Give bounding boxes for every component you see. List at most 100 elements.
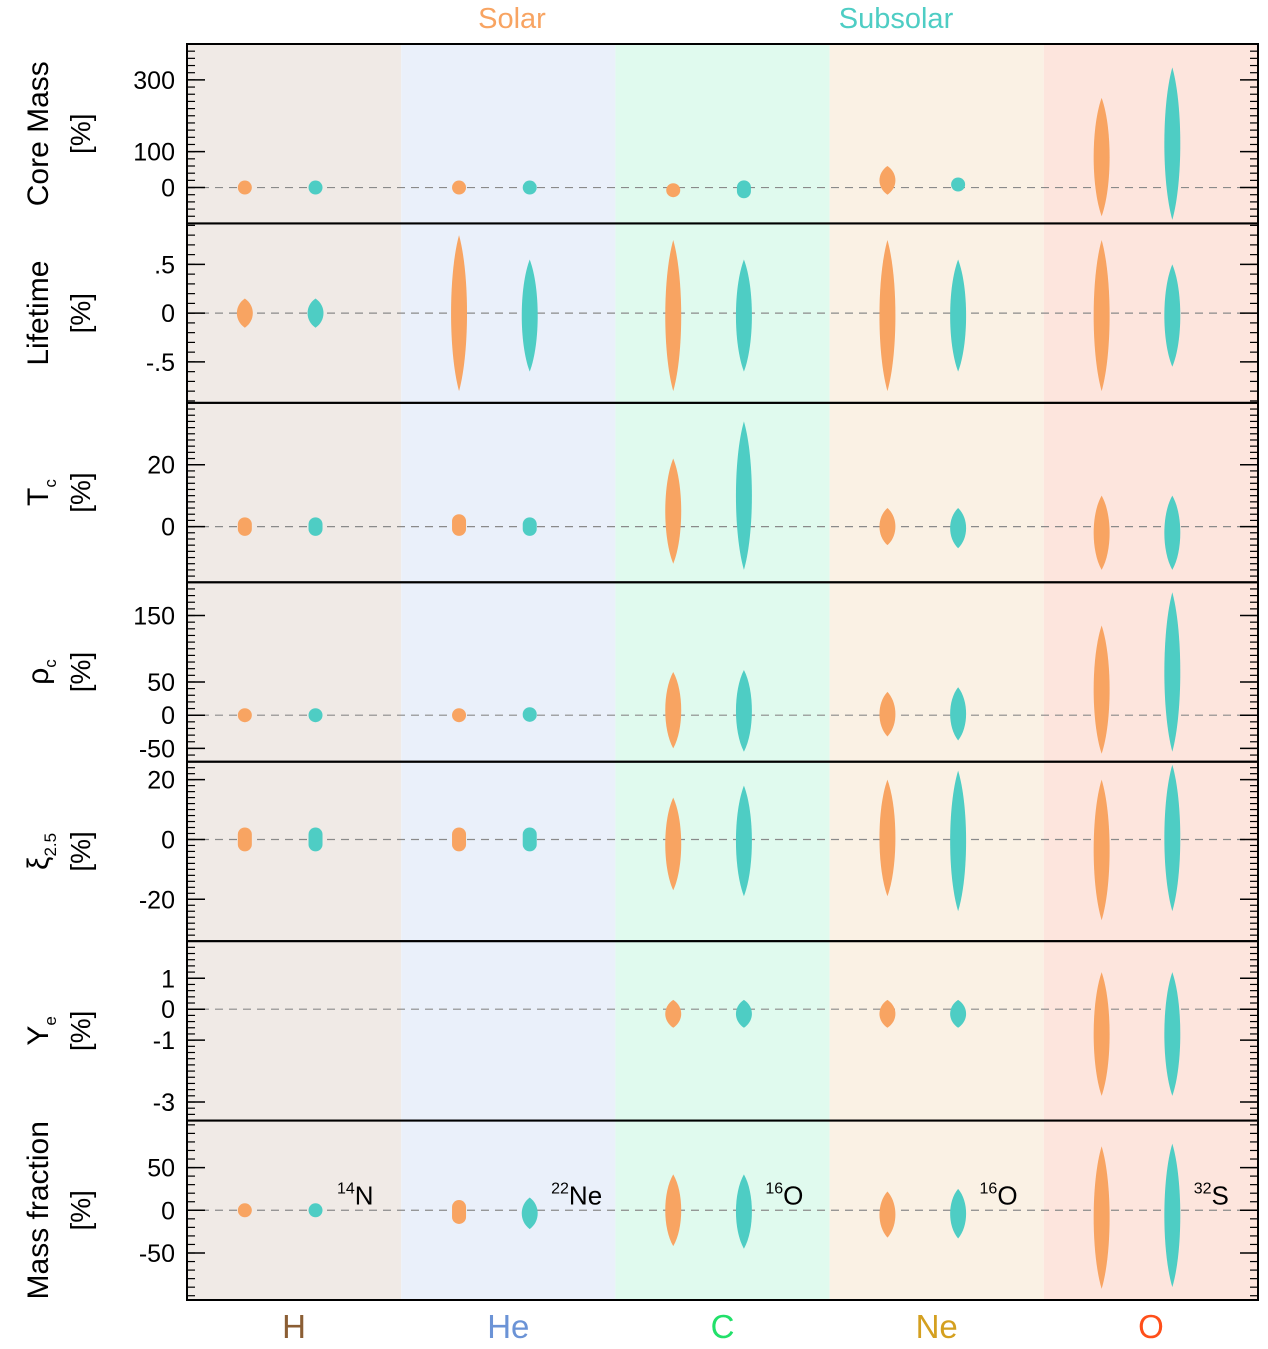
ylabel---25: ξ2.5 [22,833,60,870]
isotope-label-ne: 16O [980,1180,1018,1210]
subsolar-mark-core-mass-c [736,180,751,199]
subsolar-mark-lifetime-ne [950,259,967,372]
ylabel---c: ρc [22,659,60,685]
phase-label-he: He [487,1308,529,1345]
phase-label-c: C [711,1308,735,1345]
subsolar-mark-mass-fraction-h [308,1203,323,1218]
isotope-mass-number: 14 [337,1180,355,1197]
ylabel-y-e: Ye [22,1016,60,1045]
solar-mark---25-c [665,797,682,891]
tick-label---25: -20 [139,886,175,914]
tick-label---c: 0 [161,702,175,730]
isotope-mass-number: 16 [980,1180,998,1197]
subsolar-mark-y-e-c [735,999,752,1028]
ylabel-subscript: c [41,479,60,488]
solar-mark-lifetime-o [1093,240,1110,392]
tick-label---c: 50 [147,669,175,697]
tick-label---25: 20 [147,767,175,795]
tick-label-y-e: 1 [161,965,175,993]
subsolar-mark-mass-fraction-he [521,1197,538,1230]
solar-mark---25-o [1093,779,1110,921]
solar-mark-mass-fraction-ne [879,1191,896,1238]
subsolar-mark---c-h [308,708,323,723]
solar-mark---c-ne [879,691,896,737]
solar-mark-lifetime-ne [879,240,896,392]
solar-mark-core-mass-o [1093,97,1110,217]
solar-mark-t-c-he [452,514,467,536]
solar-mark-mass-fraction-h [237,1203,252,1218]
phase-band-o [1043,44,1258,1300]
phase-band-he [401,44,616,1300]
ylabel-subscript: c [41,659,60,668]
subsolar-mark-mass-fraction-c [735,1174,752,1249]
subsolar-mark-lifetime-h [307,298,324,328]
subsolar-mark-lifetime-he [521,259,538,372]
subsolar-mark-core-mass-o [1164,67,1181,220]
ylabel-unit: [%] [65,472,96,512]
tick-label-mass-fraction: 0 [161,1197,175,1225]
phase-backgrounds [187,44,1258,1300]
ylabel-lifetime: Lifetime [22,261,55,366]
isotope-symbol: N [355,1180,374,1210]
isotope-label-o: 32S [1194,1180,1229,1210]
solar-mark---c-h [237,708,252,723]
legend-subsolar: Subsolar [839,3,954,35]
ylabel-mass-fraction: Mass fraction [22,1121,55,1299]
tick-label-y-e: -3 [153,1089,175,1117]
phase-label-h: H [282,1308,306,1345]
tick-label-lifetime: .5 [154,251,175,279]
solar-mark-t-c-h [237,517,252,536]
solar-mark-core-mass-c [666,183,681,198]
tick-label-core-mass: 300 [133,67,175,95]
tick-label-y-e: 0 [161,996,175,1024]
tick-label---25: 0 [161,826,175,854]
ylabel-subscript: 2.5 [41,833,60,857]
subsolar-mark---c-he [522,707,537,722]
solar-mark-mass-fraction-c [665,1174,682,1247]
solar-mark---25-he [452,827,467,852]
solar-mark-t-c-ne [879,508,896,546]
tick-label---c: 150 [133,603,175,631]
isotope-symbol: O [997,1180,1017,1210]
subsolar-mark---c-c [735,670,752,752]
isotope-mass-number: 32 [1194,1180,1212,1197]
subsolar-mark-y-e-o [1164,972,1181,1096]
solar-mark-mass-fraction-he [452,1200,467,1224]
zero-lines [187,186,1258,1211]
ylabel-core-mass: Core Mass [22,61,55,206]
phase-band-c [615,44,830,1300]
subsolar-mark---25-h [308,827,323,852]
tick-label-core-mass: 0 [161,175,175,203]
solar-mark-lifetime-he [451,235,468,392]
subsolar-mark-y-e-ne [950,999,967,1028]
subsolar-mark---25-o [1164,764,1181,912]
subsolar-mark-t-c-o [1164,495,1181,570]
subsolar-mark-core-mass-he [522,180,537,195]
solar-mark-y-e-ne [879,999,896,1028]
solar-mark-t-c-c [665,458,682,564]
isotope-symbol: Ne [569,1180,602,1210]
isotope-symbol: O [783,1180,803,1210]
subsolar-mark-t-c-ne [950,508,967,549]
solar-mark-y-e-o [1093,972,1110,1096]
solar-mark-lifetime-c [665,240,682,392]
subsolar-mark-t-c-c [735,421,752,570]
isotope-label-h: 14N [337,1180,374,1210]
tick-label-lifetime: -.5 [146,349,175,377]
subsolar-mark-lifetime-o [1164,264,1181,367]
solar-mark-core-mass-h [237,180,252,195]
subsolar-mark-core-mass-ne [951,177,966,192]
subsolar-mark-t-c-h [308,517,323,536]
subsolar-mark---25-he [522,827,537,852]
tick-label-t-c: 0 [161,514,175,542]
tick-label-y-e: -1 [153,1027,175,1055]
legend-solar: Solar [478,3,546,35]
phase-band-h [187,44,402,1300]
subsolar-mark-mass-fraction-ne [950,1188,967,1239]
isotope-mass-number: 16 [765,1180,783,1197]
subsolar-mark---c-o [1164,592,1181,752]
tick-label-t-c: 20 [147,452,175,480]
solar-mark---c-o [1093,625,1110,754]
solar-mark-mass-fraction-o [1093,1146,1110,1289]
